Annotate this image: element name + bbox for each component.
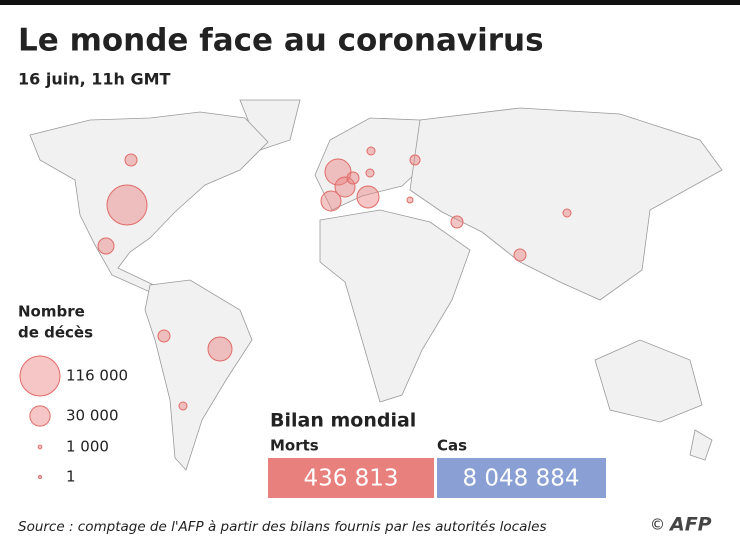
legend-title: de décès <box>18 324 93 342</box>
world-map <box>29 99 723 471</box>
copyright: © <box>650 516 665 534</box>
legend: Nombre de décès 116 000 30 000 1 000 1 <box>18 303 128 486</box>
deaths-value: 436 813 <box>303 466 398 492</box>
legend-label: 1 000 <box>66 438 109 456</box>
legend-circle <box>19 355 61 397</box>
legend-title: Nombre <box>18 303 85 321</box>
legend-circle <box>38 475 42 479</box>
title: Le monde face au coronavirus <box>18 23 544 59</box>
legend-label: 116 000 <box>66 367 128 385</box>
legend-label: 1 <box>66 468 76 486</box>
cases-value: 8 048 884 <box>462 466 579 492</box>
source: Source : comptage de l'AFP à partir des … <box>18 519 546 535</box>
cases-label: Cas <box>437 437 467 455</box>
legend-circle <box>29 405 51 427</box>
legend-label: 30 000 <box>66 407 119 425</box>
deaths-box <box>268 458 434 498</box>
deaths-label: Morts <box>270 437 319 455</box>
legend-circle <box>37 444 43 450</box>
top-bar <box>0 0 740 5</box>
summary-title: Bilan mondial <box>270 410 416 432</box>
logo: AFP <box>668 514 712 536</box>
cases-box <box>437 458 606 498</box>
subtitle: 16 juin, 11h GMT <box>18 70 171 89</box>
